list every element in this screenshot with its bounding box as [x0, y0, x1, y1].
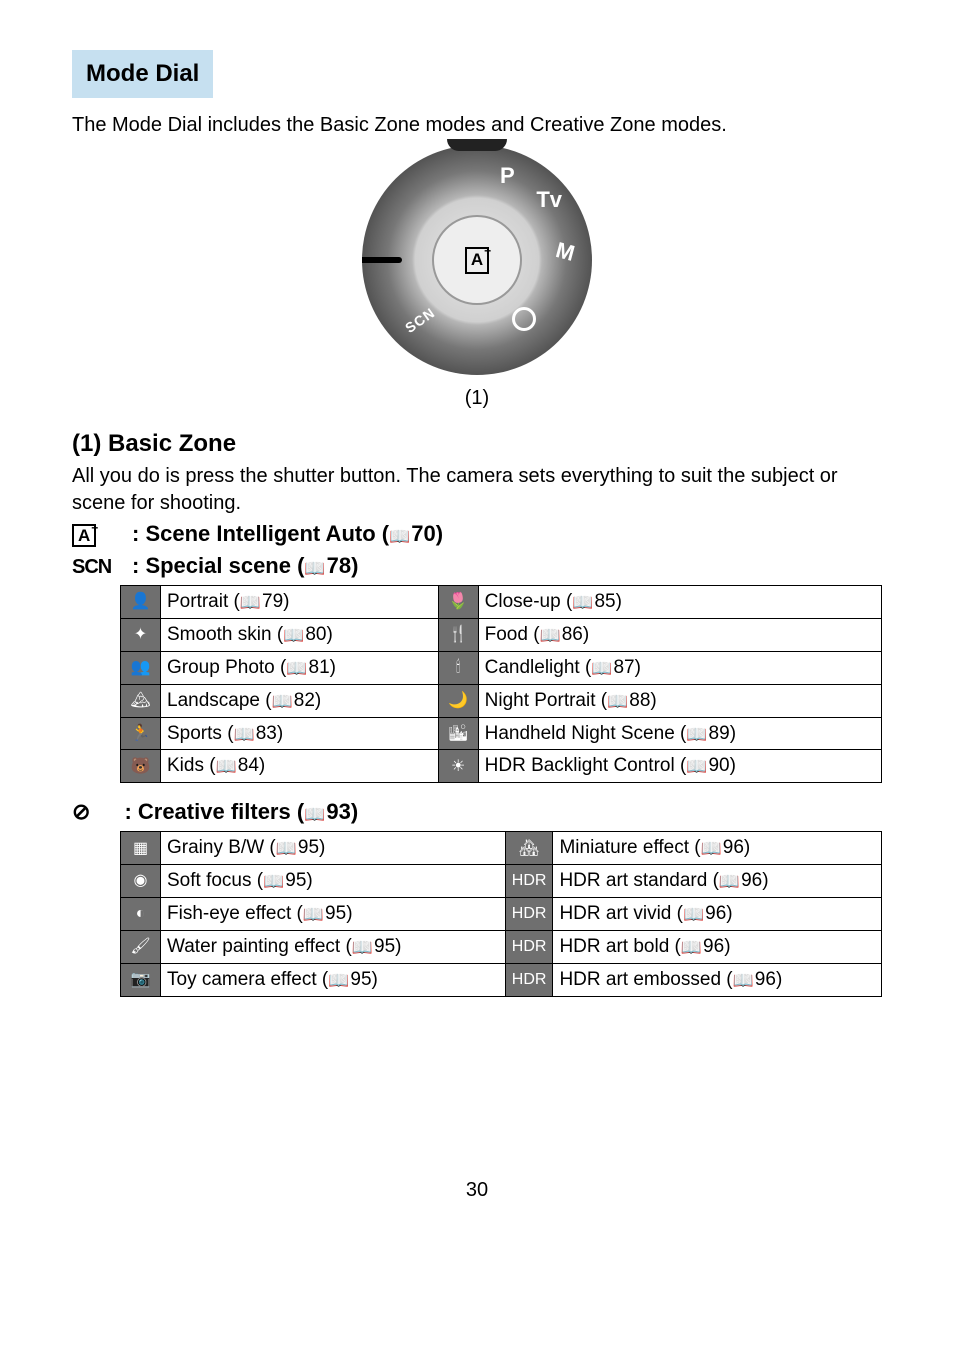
table-row: ◉Soft focus (📖95)HDRHDR art standard (📖9… [121, 865, 882, 898]
row-label: Smooth skin (📖80) [161, 618, 439, 651]
table-row: 👤Portrait (📖79)🌷Close-up (📖85) [121, 585, 882, 618]
row-label: Landscape (📖82) [161, 684, 439, 717]
book-icon: 📖 [304, 558, 325, 581]
close-paren: ) [436, 521, 443, 546]
row-icon: HDR [505, 898, 553, 931]
dial-letter-tv: Tv [536, 185, 562, 215]
row-icon: 🌙 [438, 684, 478, 717]
row-label: Group Photo (📖81) [161, 651, 439, 684]
mode-dial-figure: A+ P Tv M SCN (1) [72, 145, 882, 412]
row-icon: 🏘 [505, 832, 553, 865]
page-ref: 70 [411, 521, 435, 546]
mode-special-scene: SCN : Special scene (📖78) [72, 551, 882, 581]
row-label: Kids (📖84) [161, 750, 439, 783]
table-row: ✦Smooth skin (📖80)🍴Food (📖86) [121, 618, 882, 651]
auto-mode-label: : Scene Intelligent Auto (📖70) [132, 519, 443, 549]
row-label: HDR Backlight Control (📖90) [478, 750, 881, 783]
row-icon: 🏃 [121, 717, 161, 750]
section-title: Mode Dial [72, 50, 213, 98]
label-text: : Special scene ( [132, 553, 304, 578]
basic-zone-heading: (1) Basic Zone [72, 428, 882, 460]
row-label: Soft focus (📖95) [161, 865, 506, 898]
row-icon: 📷 [121, 964, 161, 997]
row-label: Food (📖86) [478, 618, 881, 651]
row-icon: 🍴 [438, 618, 478, 651]
row-label: Sports (📖83) [161, 717, 439, 750]
table-row: 👥Group Photo (📖81)🕯Candlelight (📖87) [121, 651, 882, 684]
auto-mode-icon: A+ [72, 522, 116, 549]
table-row: ◐Fish-eye effect (📖95)HDRHDR art vivid (… [121, 898, 882, 931]
page-number: 30 [72, 1177, 882, 1204]
table-row: ▦Grainy B/W (📖95)🏘Miniature effect (📖96) [121, 832, 882, 865]
row-icon: HDR [505, 865, 553, 898]
dial-caption: (1) [72, 385, 882, 412]
book-icon: 📖 [304, 804, 325, 827]
row-icon: 🏔 [121, 684, 161, 717]
row-icon: ◐ [121, 898, 161, 931]
scn-mode-icon: SCN [72, 554, 116, 581]
row-label: Night Portrait (📖88) [478, 684, 881, 717]
creative-filters-label: : Creative filters (📖93) [124, 797, 358, 827]
row-label: Water painting effect (📖95) [161, 931, 506, 964]
row-icon: 🐻 [121, 750, 161, 783]
book-icon: 📖 [389, 526, 410, 549]
basic-zone-text: All you do is press the shutter button. … [72, 463, 882, 517]
row-icon: HDR [505, 964, 553, 997]
table-row: 🐻Kids (📖84)☀HDR Backlight Control (📖90) [121, 750, 882, 783]
row-label: HDR art bold (📖96) [553, 931, 882, 964]
special-scene-table: 👤Portrait (📖79)🌷Close-up (📖85)✦Smooth sk… [120, 585, 882, 784]
table-row: 🏔Landscape (📖82)🌙Night Portrait (📖88) [121, 684, 882, 717]
mode-creative-filters: ⊘ : Creative filters (📖93) [72, 797, 882, 827]
row-icon: 🌷 [438, 585, 478, 618]
row-icon: 🏙 [438, 717, 478, 750]
row-label: Handheld Night Scene (📖89) [478, 717, 881, 750]
dial-letter-p: P [500, 161, 515, 191]
row-label: Grainy B/W (📖95) [161, 832, 506, 865]
dial-indicator [362, 257, 402, 263]
row-icon: 🖌 [121, 931, 161, 964]
row-label: HDR art embossed (📖96) [553, 964, 882, 997]
dial-center-icon: A+ [432, 215, 522, 305]
row-label: Candlelight (📖87) [478, 651, 881, 684]
row-icon: ◉ [121, 865, 161, 898]
creative-filters-table: ▦Grainy B/W (📖95)🏘Miniature effect (📖96)… [120, 831, 882, 997]
row-label: Miniature effect (📖96) [553, 832, 882, 865]
row-icon: 👤 [121, 585, 161, 618]
dial-letter-scn: SCN [402, 303, 440, 337]
page-ref: 93 [326, 799, 350, 824]
mode-dial-image: A+ P Tv M SCN [362, 145, 592, 375]
row-label: Toy camera effect (📖95) [161, 964, 506, 997]
row-label: Fish-eye effect (📖95) [161, 898, 506, 931]
mode-scene-intelligent-auto: A+ : Scene Intelligent Auto (📖70) [72, 519, 882, 549]
table-row: 📷Toy camera effect (📖95)HDRHDR art embos… [121, 964, 882, 997]
page-ref: 78 [327, 553, 351, 578]
row-icon: 👥 [121, 651, 161, 684]
close-paren: ) [351, 799, 358, 824]
table-row: 🖌Water painting effect (📖95)HDRHDR art b… [121, 931, 882, 964]
row-icon: HDR [505, 931, 553, 964]
dial-letter-m: M [552, 236, 577, 269]
scn-mode-label: : Special scene (📖78) [132, 551, 358, 581]
label-text: : Creative filters ( [124, 799, 304, 824]
creative-filters-icon: ⊘ [72, 797, 90, 827]
row-icon: ✦ [121, 618, 161, 651]
row-icon: ▦ [121, 832, 161, 865]
row-label: HDR art standard (📖96) [553, 865, 882, 898]
row-label: HDR art vivid (📖96) [553, 898, 882, 931]
close-paren: ) [351, 553, 358, 578]
row-label: Portrait (📖79) [161, 585, 439, 618]
label-text: : Scene Intelligent Auto ( [132, 521, 389, 546]
row-icon: ☀ [438, 750, 478, 783]
dial-filter-icon [512, 307, 536, 331]
row-icon: 🕯 [438, 651, 478, 684]
row-label: Close-up (📖85) [478, 585, 881, 618]
table-row: 🏃Sports (📖83)🏙Handheld Night Scene (📖89) [121, 717, 882, 750]
intro-text: The Mode Dial includes the Basic Zone mo… [72, 112, 882, 139]
